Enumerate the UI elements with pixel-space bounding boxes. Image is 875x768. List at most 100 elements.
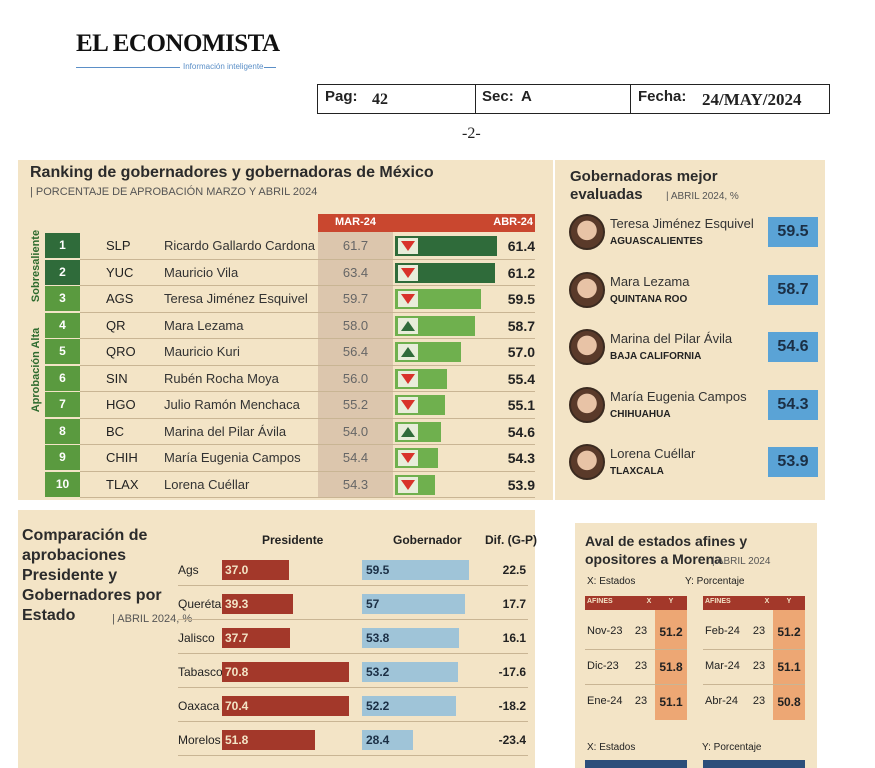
cell: 23 (634, 660, 648, 672)
name: Marina del Pilar Ávila (610, 331, 733, 346)
dif-value: 17.7 (502, 597, 526, 611)
state: Jalisco (178, 631, 215, 645)
y-column (655, 610, 687, 720)
row-rule (80, 285, 535, 286)
abr-value: 61.4 (507, 238, 535, 254)
abr-value: 54.6 (507, 423, 535, 440)
pres-bar (222, 696, 349, 716)
cell: Dic-23 (587, 660, 619, 672)
trend-arrow (401, 347, 415, 357)
pres-bar (222, 594, 293, 614)
state: Tabasco (178, 665, 223, 679)
mar-value: 56.0 (342, 370, 369, 386)
logo: EL ECONOMISTA (76, 30, 280, 57)
table-header-band (585, 596, 687, 610)
abr-bar (395, 262, 496, 283)
section-title: Gobernadoras mejor evaluadas (570, 168, 718, 203)
table-header-band (703, 760, 805, 768)
value-box: 53.9 (768, 447, 818, 477)
axis-note: X: Estados (587, 576, 636, 587)
value-box: 54.3 (768, 389, 818, 420)
state: QR (106, 317, 126, 333)
cell: Mar-24 (705, 660, 740, 672)
mar-value: 54.0 (342, 423, 369, 439)
name: Julio Ramón Menchaca (164, 397, 300, 412)
avatar (569, 329, 605, 365)
meta-label: Fecha: (638, 88, 687, 105)
table-header: X (646, 598, 652, 605)
name: María Eugenia Campos (164, 450, 301, 465)
meta-divider (630, 84, 631, 114)
name: Mara Lezama (164, 317, 244, 333)
table-header: X (764, 598, 770, 605)
page-number: -2- (462, 125, 481, 142)
row-rule (178, 687, 528, 688)
gob-value: 53.8 (366, 631, 390, 645)
name: Mauricio Kuri (164, 344, 240, 359)
name: María Eugenia Campos (610, 388, 747, 404)
trend-arrow (401, 267, 415, 278)
axis-note: X: Estados (587, 742, 636, 753)
abr-value: 55.4 (507, 370, 535, 387)
state: Morelos (178, 733, 221, 747)
meta-divider (475, 84, 476, 114)
gob-value: 53.2 (366, 665, 390, 679)
section-subtitle: | ABRIL 2024, % (112, 613, 195, 625)
state: HGO (106, 397, 136, 412)
avatar (569, 444, 605, 480)
mar-value: 55.2 (342, 397, 369, 412)
gob-value: 59.5 (366, 563, 390, 577)
cell: 23 (634, 695, 648, 707)
abr-value: 61.2 (507, 264, 535, 281)
state: AGUASCALIENTES (610, 236, 703, 247)
dif-value: -18.2 (498, 699, 526, 713)
row-rule (585, 684, 687, 685)
row-rule (80, 470, 535, 472)
rank-box: 3 (45, 286, 80, 311)
row-rule (178, 619, 528, 620)
name: Ricardo Gallardo Cardona (164, 238, 316, 253)
y-column (773, 610, 805, 720)
rank-box: 2 (45, 259, 80, 285)
row-rule (80, 338, 535, 339)
mar-value: 59.7 (342, 291, 369, 306)
value-box: 59.5 (768, 217, 818, 247)
state: TLAX (106, 476, 139, 492)
cell: Abr-24 (705, 695, 739, 707)
value-box: 54.6 (768, 332, 818, 362)
state: Ags (178, 563, 199, 577)
cell: 23 (752, 625, 766, 637)
abr-value: 55.1 (507, 397, 535, 413)
row-rule (80, 364, 535, 366)
row-rule (80, 311, 535, 313)
rank-box: 8 (45, 418, 80, 444)
pres-value: 37.7 (225, 631, 249, 645)
pres-bar (222, 560, 289, 580)
meta-label: Sec: (482, 88, 514, 105)
state: SIN (106, 370, 128, 386)
trend-arrow (401, 373, 415, 384)
meta-value: 24/MAY/2024 (702, 90, 802, 109)
mar-value: 63.4 (342, 264, 369, 280)
table-header: Y (668, 598, 674, 605)
column-header: MAR-24 (335, 216, 376, 228)
trend-arrow (401, 453, 415, 463)
section-title: Comparación de aprobaciones Presidente y… (22, 527, 162, 624)
row-rule (80, 497, 535, 498)
row-rule (178, 755, 528, 756)
abr-bar (395, 236, 497, 256)
name: Lorena Cuéllar (610, 446, 696, 461)
pres-bar (222, 730, 316, 750)
state: AGS (106, 291, 134, 306)
row-rule (585, 649, 687, 650)
y-value: 51.2 (777, 625, 801, 639)
row-rule (80, 258, 535, 260)
rank-box: 5 (45, 339, 80, 364)
row-rule (80, 417, 535, 419)
dif-value: -23.4 (498, 733, 526, 747)
state: BAJA CALIFORNIA (610, 351, 702, 362)
row-rule (178, 653, 528, 654)
state: Querétaro (178, 597, 233, 611)
abr-value: 58.7 (507, 317, 535, 334)
gobernadoras-panel (555, 160, 825, 500)
